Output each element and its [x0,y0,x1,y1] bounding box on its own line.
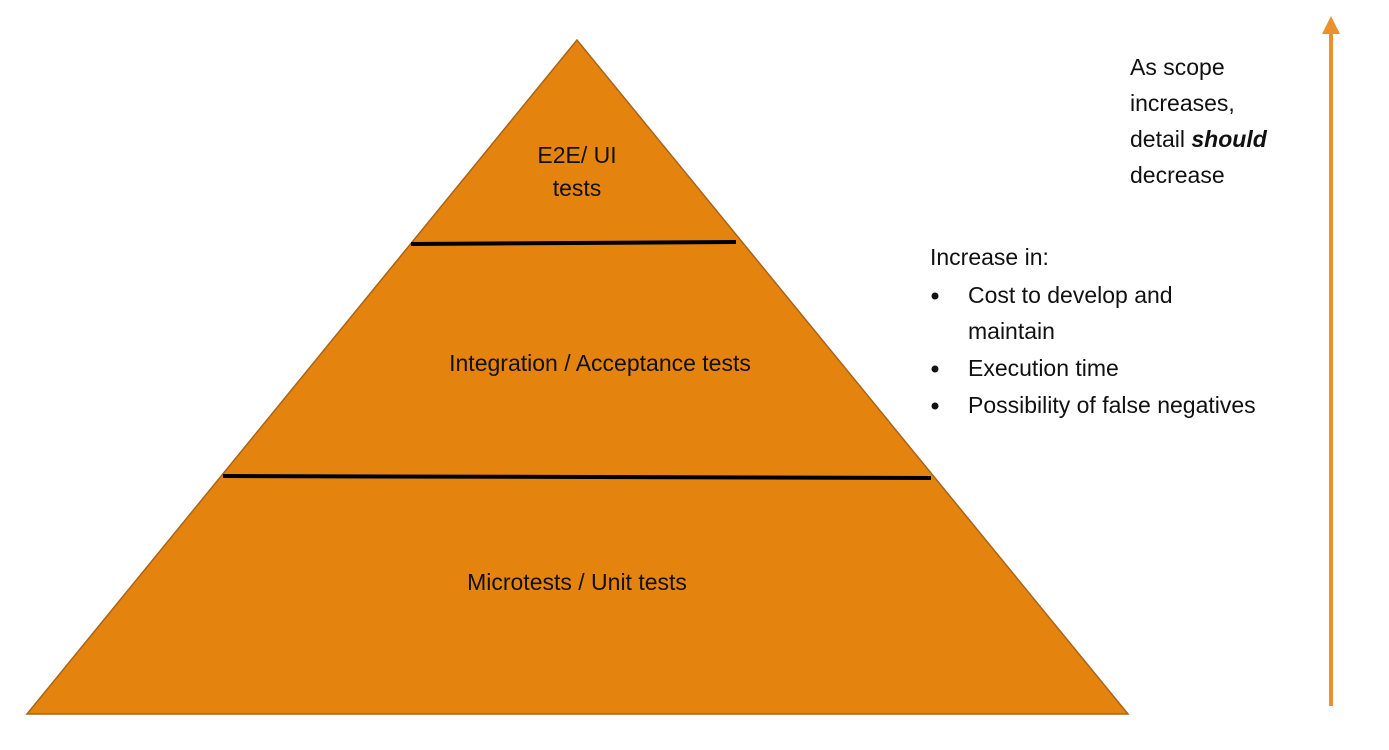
scope-note: decrease [1130,162,1225,188]
list-item: Possibility of false negatives [968,392,1256,418]
scope-note-emphasis: should [1191,126,1267,152]
list-heading: Increase in: [930,244,1049,270]
bullet [931,402,939,410]
layer-label: Integration / Acceptance tests [449,350,751,376]
bullet [931,292,939,300]
pyramid [25,38,1130,715]
scope-note-prefix: detail [1130,126,1185,152]
list-item: maintain [968,318,1055,344]
layer-label: tests [553,175,602,201]
scope-note: increases, [1130,90,1235,116]
layer-divider [222,474,932,480]
bullet [931,365,939,373]
layer-label: Microtests / Unit tests [467,569,687,595]
list-item: Cost to develop and [968,282,1173,308]
scope-note: detail should [1130,126,1268,152]
layer-label: E2E/ UI [537,142,616,168]
scope-arrow-head [1322,16,1340,34]
list-item: Execution time [968,355,1119,381]
scope-note: As scope [1130,54,1225,80]
layer-divider [410,240,737,246]
